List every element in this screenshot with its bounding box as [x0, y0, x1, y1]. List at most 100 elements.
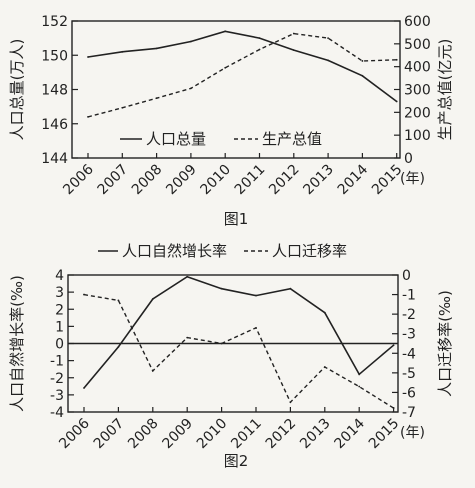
- series-2-point: [327, 37, 329, 40]
- chart-2-growth-migration: -4-3-2-101234-7-6-5-4-3-2-10200620072008…: [8, 242, 454, 470]
- x-tick-label: 2011: [228, 416, 265, 453]
- series-2-point: [224, 66, 227, 69]
- series-1-point: [289, 287, 292, 290]
- series-2-point: [289, 401, 292, 404]
- x-tick-label: 2010: [198, 162, 235, 199]
- y-right-tick-label: 200: [404, 105, 431, 121]
- y-left-tick-label: 0: [55, 337, 64, 353]
- y-right-tick-label: 400: [404, 60, 431, 76]
- series-1-point: [292, 49, 295, 52]
- series-1-point: [395, 100, 398, 103]
- x-tick-label: 2014: [332, 415, 369, 452]
- y-right-tick-label: -5: [402, 366, 416, 382]
- x-tick-label: 2010: [194, 416, 231, 453]
- series-1-point: [151, 298, 154, 300]
- x-unit-label: (年): [400, 171, 425, 187]
- series-2-point: [151, 370, 154, 372]
- legend-label-2: 生产总值: [262, 130, 322, 148]
- y-left-tick-label: 148: [41, 83, 68, 99]
- series-2-point: [392, 407, 395, 409]
- series-1-point: [190, 40, 192, 43]
- x-tick-label: 2008: [129, 162, 166, 199]
- y-left-tick-label: 152: [41, 14, 68, 30]
- y-left-tick-label: -1: [50, 354, 64, 370]
- y-left-tick-label: -3: [50, 388, 64, 404]
- y-right-tick-label: -7: [402, 405, 416, 421]
- figure-caption: 图1: [224, 210, 249, 228]
- chart-1-population-gdp: 1441461481501520100200300400500600200620…: [8, 14, 454, 228]
- series-1-point: [220, 287, 223, 290]
- y-right-tick-label: 600: [404, 14, 431, 30]
- y-left-tick-label: 150: [41, 48, 68, 64]
- series-1-point: [121, 50, 124, 53]
- series-2-point: [358, 385, 361, 388]
- y-left-axis-label: 人口自然增长率(‰): [8, 275, 26, 412]
- series-2-point: [395, 58, 398, 61]
- series-1-point: [323, 311, 326, 314]
- x-tick-label: 2009: [163, 162, 200, 199]
- series-2-point: [258, 48, 261, 51]
- y-right-axis-label: 人口迁移率(‰): [436, 290, 454, 397]
- legend-label-2: 人口迁移率: [272, 242, 347, 260]
- series-1-point: [392, 344, 395, 347]
- x-tick-label: 2007: [91, 416, 128, 453]
- y-left-tick-label: 2: [55, 302, 64, 318]
- y-left-tick-label: 146: [41, 117, 68, 133]
- series-line-2: [87, 32, 397, 118]
- legend-label-1: 人口自然增长率: [122, 242, 227, 260]
- series-2-point: [292, 32, 295, 35]
- series-2-point: [361, 60, 364, 62]
- series-1-point: [361, 74, 364, 77]
- y-right-tick-label: -6: [402, 385, 416, 401]
- series-1-point: [155, 47, 158, 50]
- series-1-point: [186, 275, 189, 278]
- y-right-tick-label: 300: [404, 83, 431, 99]
- series-2-point: [83, 293, 85, 296]
- x-tick-label: 2011: [232, 162, 269, 199]
- y-left-tick-label: -4: [50, 405, 64, 421]
- series-2-point: [190, 87, 192, 90]
- y-right-tick-label: 0: [404, 151, 413, 167]
- x-tick-label: 2013: [297, 416, 334, 453]
- y-right-axis-label: 生产总值(亿元): [436, 39, 454, 141]
- y-left-axis-label: 人口总量(万人): [8, 39, 26, 141]
- series-2-point: [87, 116, 89, 118]
- y-right-tick-label: -2: [402, 307, 416, 323]
- y-right-tick-label: 0: [402, 268, 411, 284]
- plot-frame: [71, 20, 401, 159]
- x-tick-label: 2007: [95, 162, 132, 199]
- x-tick-label: 2012: [266, 162, 303, 199]
- series-2-point: [155, 97, 158, 100]
- y-left-tick-label: -2: [50, 371, 64, 387]
- y-left-tick-label: 144: [41, 151, 68, 167]
- x-tick-label: 2015: [366, 416, 403, 453]
- y-right-tick-label: -3: [402, 327, 416, 343]
- series-1-point: [255, 294, 257, 297]
- y-left-tick-label: 4: [55, 268, 64, 284]
- y-left-tick-label: 3: [55, 285, 64, 301]
- series-1-point: [224, 30, 227, 33]
- x-tick-label: 2009: [160, 416, 197, 453]
- series-1-point: [327, 59, 329, 62]
- x-tick-label: 2013: [300, 162, 337, 199]
- series-2-point: [117, 299, 120, 302]
- x-unit-label: (年): [400, 425, 425, 441]
- series-line-1: [87, 30, 398, 103]
- y-right-tick-label: 500: [404, 37, 431, 53]
- series-2-point: [255, 326, 257, 329]
- x-tick-label: 2014: [335, 161, 372, 198]
- x-tick-label: 2008: [125, 416, 162, 453]
- series-2-point: [323, 366, 326, 368]
- legend-label-1: 人口总量: [146, 130, 206, 148]
- y-right-tick-label: -1: [402, 288, 416, 304]
- figure-caption: 图2: [224, 452, 249, 470]
- series-2-point: [186, 336, 189, 339]
- series-1-point: [117, 346, 120, 348]
- series-line-1: [83, 275, 395, 389]
- y-left-tick-label: 1: [55, 319, 64, 335]
- series-1-point: [83, 387, 85, 389]
- x-tick-label: 2012: [263, 416, 300, 453]
- series-1-point: [358, 373, 361, 376]
- y-right-tick-label: 100: [404, 128, 431, 144]
